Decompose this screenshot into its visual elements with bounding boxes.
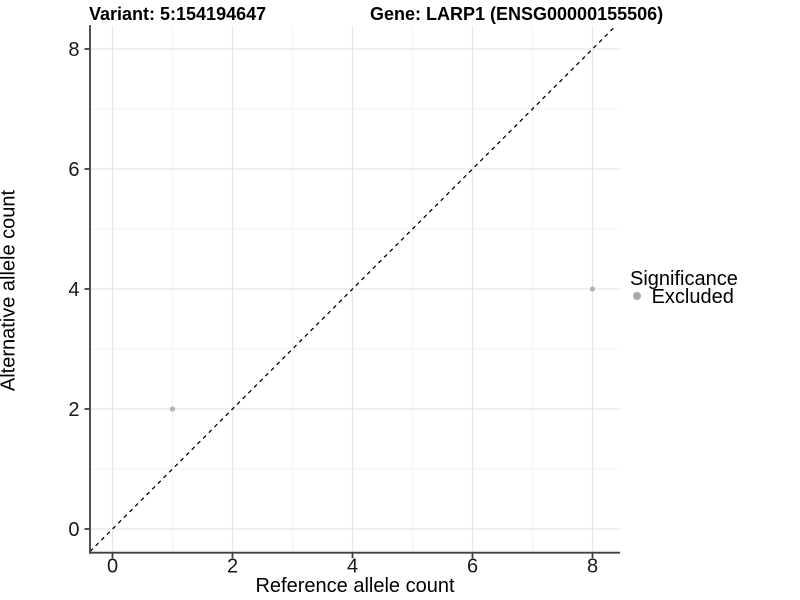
identity-line: [89, 25, 617, 552]
y-tick-label: 4: [68, 279, 79, 301]
legend-item-excluded: Excluded: [633, 286, 734, 309]
variant-title: Variant: 5:154194647: [89, 4, 267, 24]
x-axis-title: Reference allele count: [255, 575, 455, 597]
data-point: [169, 406, 176, 412]
x-tick-label: 4: [347, 556, 358, 578]
x-tick-label: 0: [107, 556, 118, 578]
legend-title: Significance: [630, 268, 738, 290]
legend-item-label: Excluded: [651, 286, 734, 308]
data-point: [589, 286, 596, 292]
y-tick-label: 6: [68, 159, 79, 181]
x-tick-label: 6: [467, 556, 478, 578]
gene-title: Gene: LARP1 (ENSG00000155506): [370, 4, 664, 24]
y-tick-label: 0: [68, 519, 79, 541]
excluded-marker-icon: [633, 292, 641, 301]
y-axis-title: Alternative allele count: [0, 189, 20, 392]
x-tick-label: 8: [587, 556, 598, 578]
y-tick-label: 8: [68, 39, 79, 61]
x-tick-label: 2: [227, 556, 238, 578]
y-tick-label: 2: [68, 399, 79, 421]
